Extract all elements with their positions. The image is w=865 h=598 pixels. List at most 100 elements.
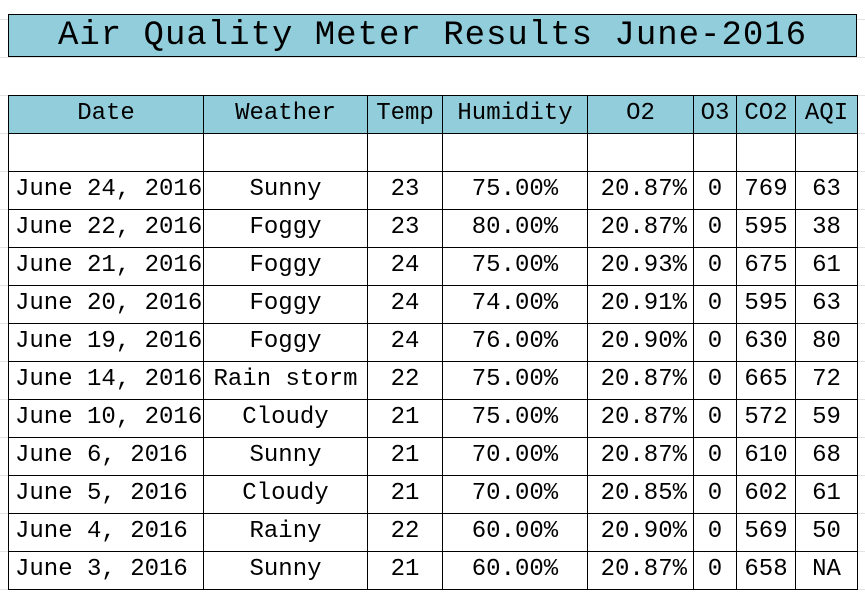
table-cell: June 4, 2016 <box>8 513 204 552</box>
column-header: O3 <box>693 95 737 134</box>
table-cell: 21 <box>367 399 443 438</box>
empty-cell <box>203 133 368 172</box>
table-cell: 24 <box>367 285 443 324</box>
table-cell: 61 <box>795 475 858 514</box>
empty-cell <box>8 133 204 172</box>
table-cell: June 21, 2016 <box>8 247 204 286</box>
table-cell: 0 <box>693 399 737 438</box>
table-cell: 665 <box>736 361 796 400</box>
table-cell: 61 <box>795 247 858 286</box>
table-cell: 602 <box>736 475 796 514</box>
table-cell: Rain storm <box>203 361 368 400</box>
title: Air Quality Meter Results June-2016 <box>8 14 857 57</box>
table-cell: 20.87% <box>587 551 694 590</box>
table-cell: 21 <box>367 551 443 590</box>
column-header: Weather <box>203 95 368 134</box>
table-cell: 20.87% <box>587 437 694 476</box>
table-cell: 20.90% <box>587 323 694 362</box>
table-cell: 60.00% <box>442 551 588 590</box>
table-cell: 68 <box>795 437 858 476</box>
empty-cell <box>736 133 796 172</box>
table-cell: 20.85% <box>587 475 694 514</box>
table-cell: 24 <box>367 247 443 286</box>
table-cell: 72 <box>795 361 858 400</box>
table-cell: 80 <box>795 323 858 362</box>
table-cell: 569 <box>736 513 796 552</box>
table-cell: Cloudy <box>203 399 368 438</box>
column-header: CO2 <box>736 95 796 134</box>
empty-cell <box>587 133 694 172</box>
table-cell: June 5, 2016 <box>8 475 204 514</box>
table-cell: June 10, 2016 <box>8 399 204 438</box>
table-cell: Rainy <box>203 513 368 552</box>
table-cell: 60.00% <box>442 513 588 552</box>
table-cell: 0 <box>693 247 737 286</box>
table-cell: 572 <box>736 399 796 438</box>
table-cell: Sunny <box>203 437 368 476</box>
table-cell: 75.00% <box>442 399 588 438</box>
table-cell: 0 <box>693 209 737 248</box>
table-cell: 70.00% <box>442 475 588 514</box>
table-cell: 38 <box>795 209 858 248</box>
table-cell: 675 <box>736 247 796 286</box>
table-cell: 610 <box>736 437 796 476</box>
table-cell: 23 <box>367 171 443 210</box>
table-cell: June 6, 2016 <box>8 437 204 476</box>
empty-cell <box>367 133 443 172</box>
table-cell: Foggy <box>203 247 368 286</box>
table-cell: 20.87% <box>587 209 694 248</box>
table-cell: 20.91% <box>587 285 694 324</box>
table-cell: 50 <box>795 513 858 552</box>
table-cell: June 19, 2016 <box>8 323 204 362</box>
table-cell: 20.87% <box>587 361 694 400</box>
table-cell: 21 <box>367 475 443 514</box>
table-cell: 63 <box>795 285 858 324</box>
table-cell: 22 <box>367 513 443 552</box>
table-cell: 595 <box>736 209 796 248</box>
table-cell: 0 <box>693 361 737 400</box>
table-cell: 0 <box>693 437 737 476</box>
table-cell: Sunny <box>203 171 368 210</box>
table-cell: 0 <box>693 475 737 514</box>
table-cell: 59 <box>795 399 858 438</box>
table-cell: 76.00% <box>442 323 588 362</box>
table-cell: 0 <box>693 323 737 362</box>
table-cell: 0 <box>693 285 737 324</box>
table-cell: 63 <box>795 171 858 210</box>
table-cell: 0 <box>693 513 737 552</box>
table-cell: June 22, 2016 <box>8 209 204 248</box>
table-cell: Foggy <box>203 285 368 324</box>
column-header: Temp <box>367 95 443 134</box>
table-cell: 74.00% <box>442 285 588 324</box>
table-cell: NA <box>795 551 858 590</box>
table-cell: June 20, 2016 <box>8 285 204 324</box>
table-cell: 658 <box>736 551 796 590</box>
table-cell: June 3, 2016 <box>8 551 204 590</box>
table-cell: June 14, 2016 <box>8 361 204 400</box>
column-header: Date <box>8 95 204 134</box>
table-cell: Foggy <box>203 209 368 248</box>
table-cell: 20.90% <box>587 513 694 552</box>
table-cell: 75.00% <box>442 361 588 400</box>
table-cell: 20.87% <box>587 399 694 438</box>
table-cell: 80.00% <box>442 209 588 248</box>
table-cell: 22 <box>367 361 443 400</box>
table-cell: 630 <box>736 323 796 362</box>
empty-cell <box>795 133 858 172</box>
table-cell: 20.87% <box>587 171 694 210</box>
table-cell: 595 <box>736 285 796 324</box>
column-header: O2 <box>587 95 694 134</box>
table-cell: 20.93% <box>587 247 694 286</box>
table-cell: 0 <box>693 551 737 590</box>
table-cell: 24 <box>367 323 443 362</box>
table-cell: Cloudy <box>203 475 368 514</box>
table-cell: 0 <box>693 171 737 210</box>
column-header: AQI <box>795 95 858 134</box>
table-cell: 23 <box>367 209 443 248</box>
table-cell: 75.00% <box>442 171 588 210</box>
column-header: Humidity <box>442 95 588 134</box>
table-cell: 769 <box>736 171 796 210</box>
table-cell: Foggy <box>203 323 368 362</box>
table-cell: June 24, 2016 <box>8 171 204 210</box>
